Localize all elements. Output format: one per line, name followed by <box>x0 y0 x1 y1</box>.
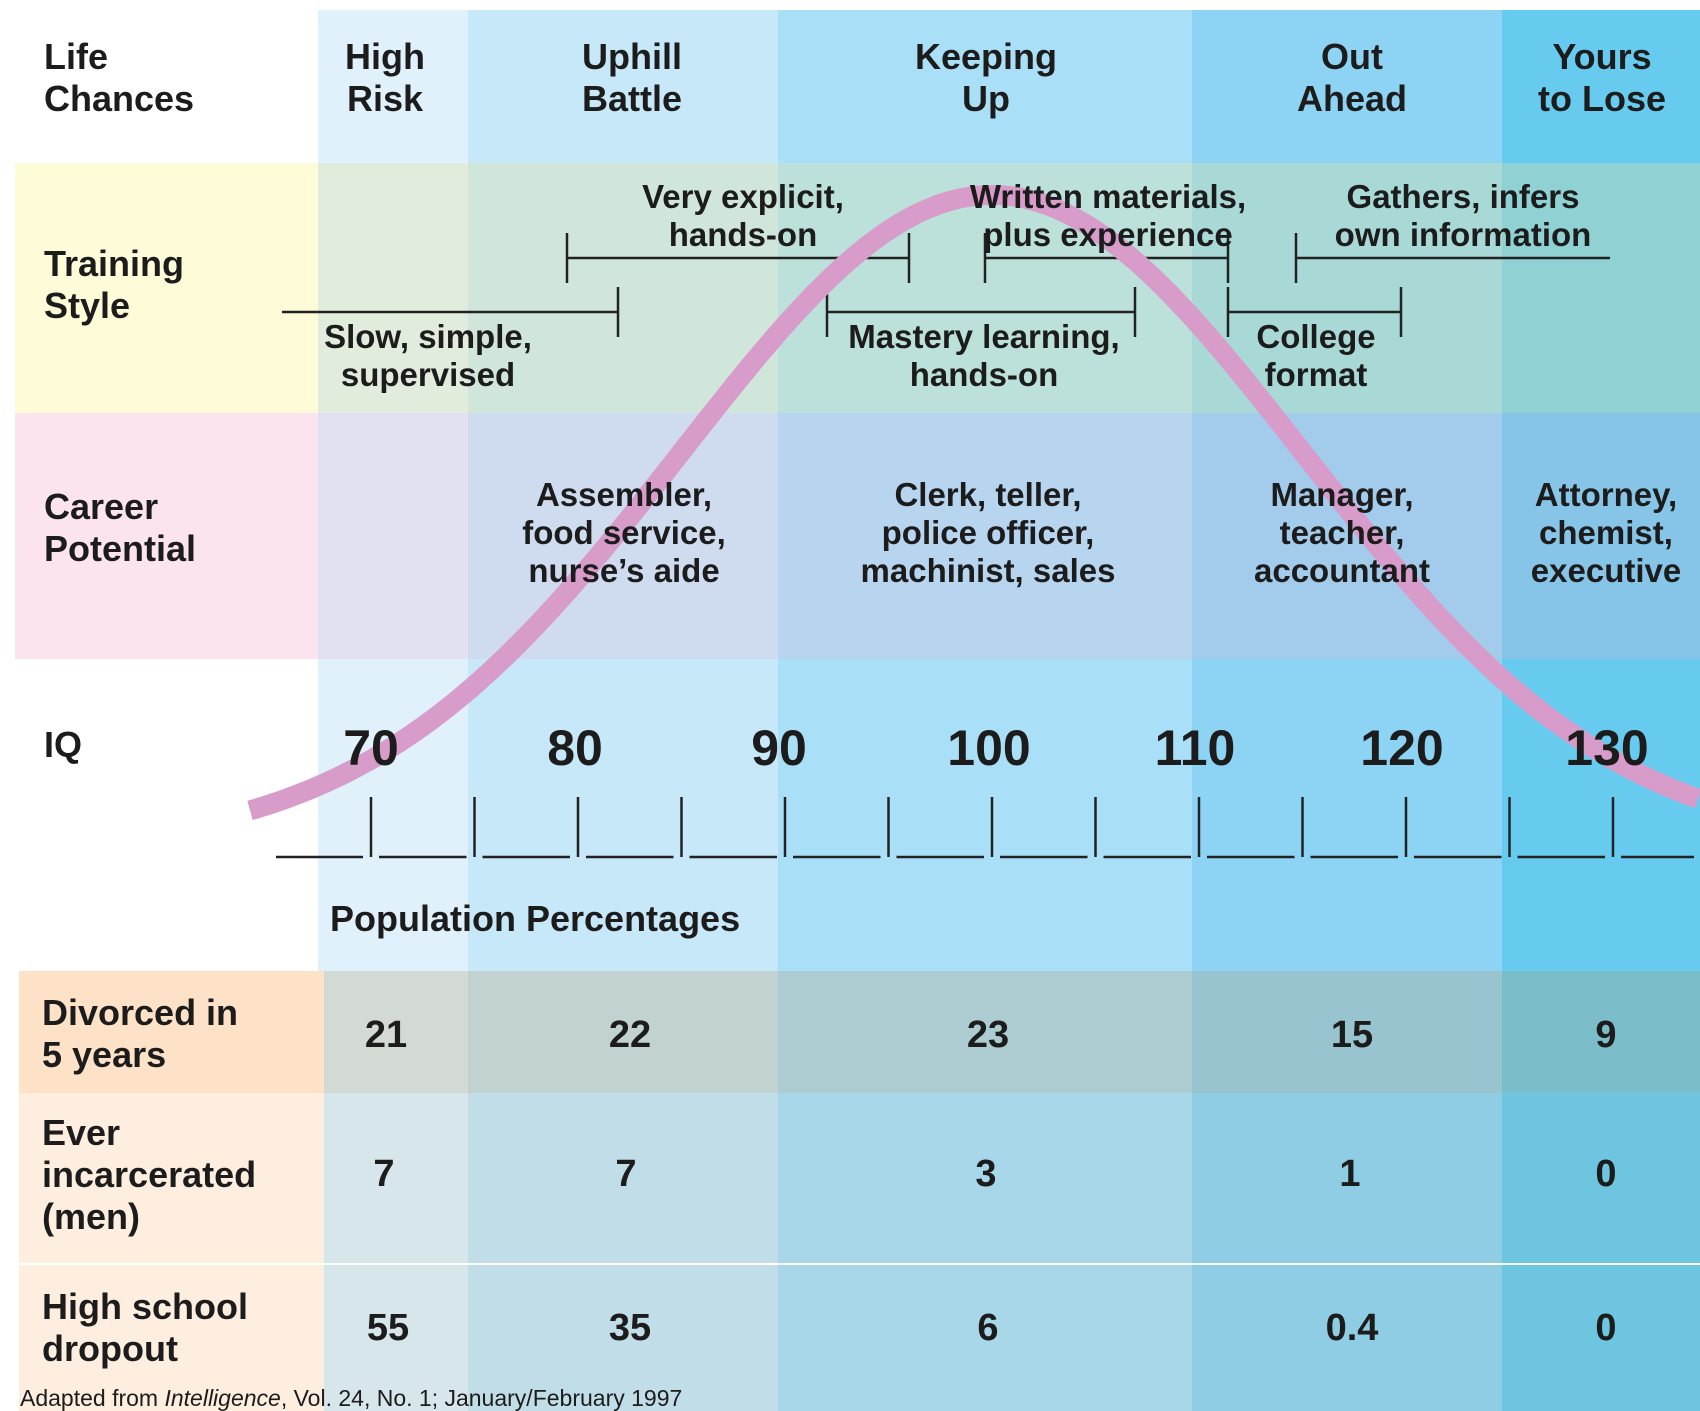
stat-divorced-out-ahead: 15 <box>1330 1014 1374 1056</box>
stat-divorced-yours-to-lose: 9 <box>1595 1014 1617 1056</box>
career-keeping-up: Clerk, teller, police officer, machinist… <box>860 476 1116 589</box>
iq-tick-90: 90 <box>751 720 807 776</box>
training-mastery-learning: Mastery learning, hands-on <box>848 318 1120 393</box>
stats-divorced-tint <box>324 971 1700 1093</box>
training-written-materials: Written materials, plus experience <box>969 178 1247 253</box>
stats-row-separator <box>19 1263 1700 1265</box>
row-label-life-chances: Life Chances <box>44 36 195 119</box>
stat-incarcerated-yours-to-lose: 0 <box>1595 1153 1617 1195</box>
iq-axis-ticks <box>276 797 1694 859</box>
career-out-ahead: Manager, teacher, accountant <box>1253 476 1431 589</box>
iq-tick-130: 130 <box>1565 720 1649 776</box>
training-label-bg <box>15 163 318 413</box>
training-gathers-infers: Gathers, infers own information <box>1334 178 1592 253</box>
stats-label-dropout: High school dropout <box>42 1286 248 1369</box>
stat-divorced-uphill-battle: 22 <box>608 1014 652 1056</box>
stat-incarcerated-uphill-battle: 7 <box>615 1153 637 1195</box>
column-header-out-ahead: Out Ahead <box>1296 36 1408 119</box>
source-journal: Intelligence <box>164 1385 281 1411</box>
row-label-career-potential: Career Potential <box>44 486 197 569</box>
iq-tick-100: 100 <box>947 720 1031 776</box>
source-citation: Adapted from Intelligence, Vol. 24, No. … <box>20 1386 682 1410</box>
training-slow-simple-supervised: Slow, simple, supervised <box>324 318 532 393</box>
stat-incarcerated-high-risk: 7 <box>373 1153 395 1195</box>
row-label-training-style: Training Style <box>44 243 185 326</box>
stats-label-incarcerated-bg <box>19 1093 324 1263</box>
column-bg-uphill-battle <box>468 10 778 1411</box>
training-very-explicit: Very explicit, hands-on <box>642 178 844 253</box>
stats-label-divorced-bg <box>19 971 324 1093</box>
career-label-bg <box>15 413 318 659</box>
career-uphill-battle: Assembler, food service, nurse’s aide <box>522 476 726 589</box>
stats-lower-tint <box>324 1093 1700 1411</box>
population-percentages-heading: Population Percentages <box>330 898 741 939</box>
stats-label-divorced: Divorced in 5 years <box>42 992 239 1075</box>
iq-tick-110: 110 <box>1154 720 1236 776</box>
row-label-iq: IQ <box>44 724 83 765</box>
stat-dropout-yours-to-lose: 0 <box>1595 1307 1617 1349</box>
iq-tick-80: 80 <box>547 720 603 776</box>
column-header-high-risk: High Risk <box>345 36 425 119</box>
bell-curve <box>247 185 1700 821</box>
stats-label-incarcerated: Ever incarcerated (men) <box>42 1112 257 1237</box>
stat-divorced-keeping-up: 23 <box>966 1014 1010 1056</box>
iq-tick-120: 120 <box>1360 720 1444 776</box>
career-yours-to-lose: Attorney, chemist, executive <box>1530 476 1682 589</box>
stat-dropout-uphill-battle: 35 <box>608 1307 652 1349</box>
iq-tick-70: 70 <box>343 720 399 776</box>
training-college-format: College format <box>1256 318 1376 393</box>
source-suffix: , Vol. 24, No. 1; January/February 1997 <box>280 1385 683 1411</box>
stat-dropout-high-risk: 55 <box>366 1307 410 1349</box>
stat-dropout-keeping-up: 6 <box>977 1307 999 1349</box>
column-header-yours-to-lose: Yours to Lose <box>1537 36 1666 119</box>
stat-incarcerated-keeping-up: 3 <box>975 1153 997 1195</box>
stat-divorced-high-risk: 21 <box>364 1014 408 1056</box>
stat-incarcerated-out-ahead: 1 <box>1339 1153 1361 1195</box>
stats-label-dropout-bg <box>19 1265 324 1411</box>
column-bg-out-ahead <box>1192 10 1502 1411</box>
source-prefix: Adapted from <box>20 1385 165 1411</box>
stat-dropout-out-ahead: 0.4 <box>1325 1307 1379 1349</box>
column-header-uphill-battle: Uphill Battle <box>581 36 683 119</box>
column-header-keeping-up: Keeping Up <box>914 36 1057 119</box>
